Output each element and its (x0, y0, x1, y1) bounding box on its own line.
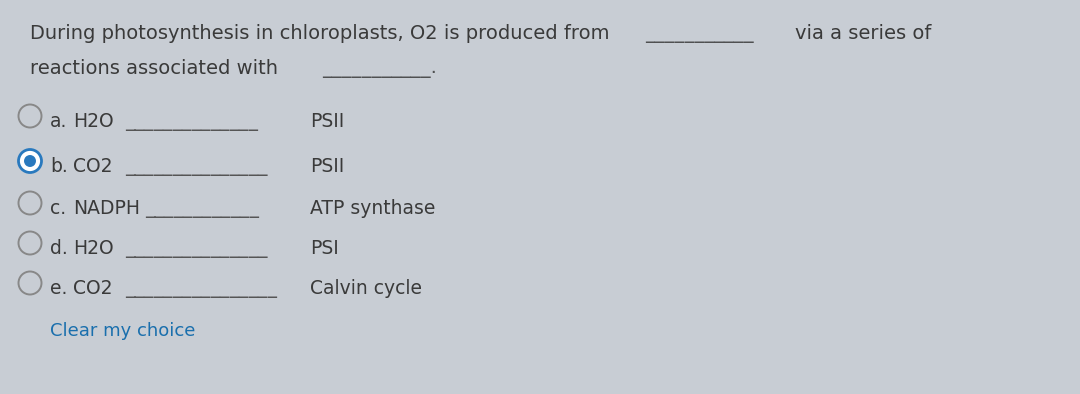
Text: PSII: PSII (310, 112, 345, 131)
Text: ____________: ____________ (145, 199, 259, 218)
Circle shape (24, 155, 36, 167)
Text: c.: c. (50, 199, 66, 218)
Text: H2O: H2O (73, 239, 113, 258)
Text: During photosynthesis in chloroplasts, O2 is produced from: During photosynthesis in chloroplasts, O… (30, 24, 609, 43)
Text: ______________: ______________ (125, 112, 258, 131)
Text: a.: a. (50, 112, 67, 131)
Circle shape (18, 149, 41, 173)
Text: Clear my choice: Clear my choice (50, 322, 195, 340)
Text: via a series of: via a series of (795, 24, 931, 43)
Text: H2O: H2O (73, 112, 113, 131)
Text: e.: e. (50, 279, 67, 298)
Circle shape (18, 104, 41, 128)
Text: _______________: _______________ (125, 239, 268, 258)
Text: PSI: PSI (310, 239, 339, 258)
Text: b.: b. (50, 157, 68, 176)
Circle shape (18, 191, 41, 214)
Text: CO2: CO2 (73, 157, 112, 176)
Text: ________________: ________________ (125, 279, 276, 298)
Text: ___________: ___________ (645, 24, 754, 43)
Text: reactions associated with: reactions associated with (30, 59, 278, 78)
Text: _______________: _______________ (125, 157, 268, 176)
Text: NADPH: NADPH (73, 199, 140, 218)
Text: Calvin cycle: Calvin cycle (310, 279, 422, 298)
Text: PSII: PSII (310, 157, 345, 176)
Text: ATP synthase: ATP synthase (310, 199, 435, 218)
Text: ___________.: ___________. (322, 59, 437, 78)
Circle shape (18, 271, 41, 294)
Circle shape (18, 232, 41, 255)
Text: CO2: CO2 (73, 279, 112, 298)
Text: d.: d. (50, 239, 68, 258)
